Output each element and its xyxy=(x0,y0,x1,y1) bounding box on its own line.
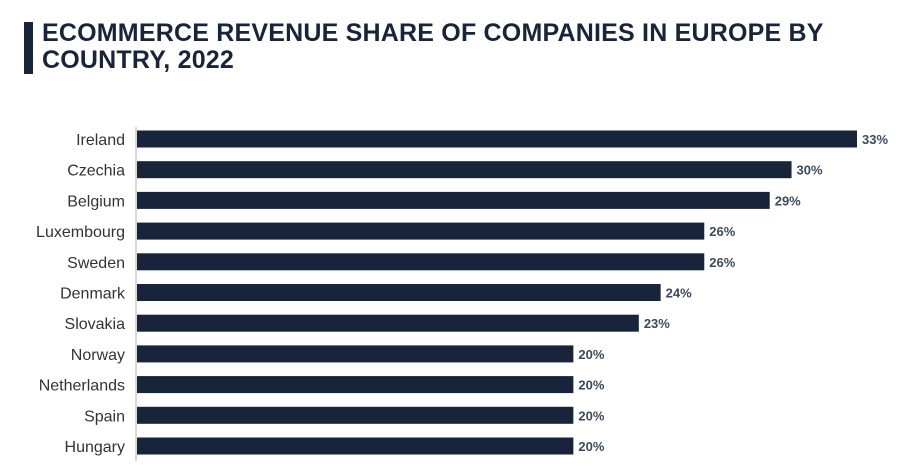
value-label: 33% xyxy=(862,132,888,147)
category-label: Spain xyxy=(84,408,125,425)
bar xyxy=(137,437,574,455)
bar xyxy=(137,191,770,209)
value-label: 29% xyxy=(775,193,801,208)
category-label: Belgium xyxy=(67,193,125,210)
title-accent-bar xyxy=(24,22,33,74)
value-label: 20% xyxy=(578,378,604,393)
chart-title-block: ECOMMERCE REVENUE SHARE OF COMPANIES IN … xyxy=(24,20,884,74)
bar xyxy=(137,222,705,240)
category-label: Czechia xyxy=(67,163,125,180)
category-label: Hungary xyxy=(65,439,125,456)
bar xyxy=(137,345,574,363)
value-label: 20% xyxy=(578,347,604,362)
bar xyxy=(137,253,705,271)
category-label: Ireland xyxy=(76,132,125,149)
bar xyxy=(137,376,574,394)
value-label: 23% xyxy=(644,316,670,331)
bar xyxy=(137,284,661,301)
chart-title: ECOMMERCE REVENUE SHARE OF COMPANIES IN … xyxy=(42,19,824,74)
category-label: Netherlands xyxy=(39,378,125,395)
category-label: Slovakia xyxy=(65,316,126,333)
value-label: 20% xyxy=(578,439,604,454)
bar xyxy=(137,406,574,424)
value-label: 20% xyxy=(578,408,604,423)
category-label: Luxembourg xyxy=(36,224,125,241)
category-label: Norway xyxy=(71,347,125,364)
category-label: Denmark xyxy=(60,286,126,303)
category-label: Sweden xyxy=(67,255,125,272)
value-label: 26% xyxy=(709,255,735,270)
bar xyxy=(137,314,639,332)
value-label: 26% xyxy=(709,224,735,239)
value-label: 24% xyxy=(666,286,692,301)
value-label: 30% xyxy=(797,163,823,178)
bar xyxy=(137,130,857,148)
bar xyxy=(137,161,792,179)
